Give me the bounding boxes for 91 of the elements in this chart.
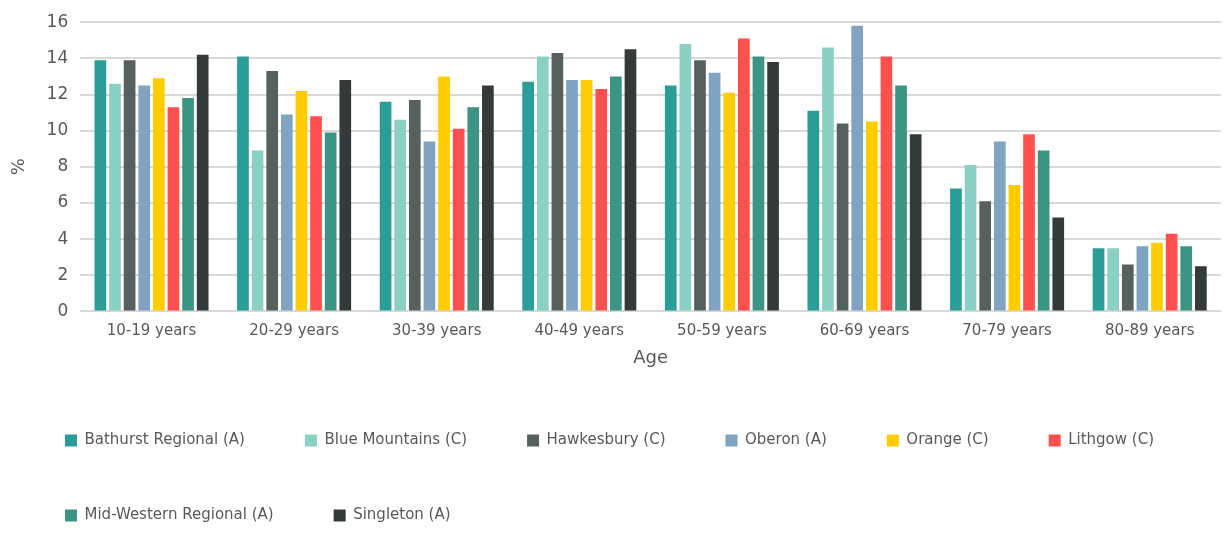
y-tick-label: 4 (57, 227, 69, 248)
y-tick-label: 10 (46, 119, 69, 140)
bar (1107, 248, 1120, 311)
x-axis-title: Age (633, 345, 669, 367)
y-tick-label: 14 (46, 46, 69, 67)
bar (152, 78, 165, 311)
bar (339, 80, 352, 311)
bar (1121, 264, 1134, 311)
bar (1195, 266, 1207, 311)
bar (379, 101, 392, 311)
y-tick-label: 16 (46, 10, 69, 31)
bar (266, 71, 279, 311)
bar (880, 56, 893, 311)
x-tick-label: 30-39 years (391, 321, 482, 340)
x-tick-label: 50-59 years (677, 321, 767, 340)
bar (979, 201, 992, 311)
bar (94, 60, 107, 311)
y-tick-label: 6 (57, 191, 69, 212)
legend-label: Blue Mountains (C) (324, 430, 468, 449)
bar (566, 80, 578, 311)
legend-label: Hawkesbury (C) (546, 430, 666, 449)
legend-label: Mid-Western Regional (A) (84, 505, 274, 524)
legend-label: Orange (C) (906, 430, 989, 449)
bar (595, 89, 608, 311)
bar (536, 56, 549, 311)
bar (1180, 246, 1193, 311)
bar (836, 123, 849, 311)
bar (182, 98, 194, 311)
bar (196, 54, 209, 311)
bar (822, 47, 834, 311)
bar (408, 99, 421, 311)
x-tick-label: 80-89 years (1104, 321, 1195, 340)
bar (467, 107, 480, 311)
y-tick-label: 0 (57, 299, 69, 320)
bar (167, 107, 180, 311)
bar (1052, 217, 1065, 311)
bar (452, 128, 465, 311)
bar (1008, 184, 1021, 311)
bar (737, 38, 750, 311)
y-tick-label: 12 (46, 82, 69, 103)
bar (1092, 248, 1105, 311)
x-tick-label: 40-49 years (534, 321, 625, 340)
bar (324, 132, 337, 311)
bar (482, 85, 494, 311)
bar (909, 134, 922, 311)
bar (694, 60, 706, 311)
bar (950, 188, 962, 311)
bar (610, 76, 622, 311)
bar (280, 114, 293, 311)
x-tick-label: 60-69 years (819, 321, 910, 340)
bar (251, 150, 264, 311)
bar (1151, 242, 1163, 311)
y-tick-label: 2 (57, 263, 69, 284)
bar (664, 85, 677, 311)
bar (522, 81, 535, 311)
bar (109, 83, 121, 311)
legend-label: Oberon (A) (745, 430, 827, 449)
bar (123, 60, 136, 311)
x-tick-label: 20-29 years (249, 321, 340, 340)
bar (865, 121, 878, 311)
legend-label: Singleton (A) (353, 505, 451, 524)
bar (551, 52, 564, 311)
bar (438, 76, 450, 311)
bar (138, 85, 151, 311)
bar (708, 72, 721, 311)
bar (394, 119, 407, 311)
y-axis-title: % (7, 158, 29, 176)
bar (1136, 246, 1149, 311)
bar (679, 43, 692, 311)
bar (993, 141, 1006, 311)
x-tick-label: 10-19 years (106, 321, 197, 340)
bar (807, 110, 820, 311)
y-tick-label: 8 (57, 155, 69, 176)
bar (624, 49, 637, 311)
bar (895, 85, 907, 311)
x-tick-label: 70-79 years (962, 321, 1053, 340)
bar (767, 61, 779, 311)
bar (1023, 134, 1035, 311)
legend-label: Lithgow (C) (1068, 430, 1155, 449)
bar (237, 56, 249, 311)
legend-label: Bathurst Regional (A) (84, 430, 245, 449)
bar (752, 56, 765, 311)
bar (964, 164, 977, 311)
bar (1037, 150, 1050, 311)
bar (295, 90, 308, 311)
bar (580, 80, 593, 311)
bar (1165, 233, 1178, 311)
bar (851, 25, 864, 311)
bar (723, 92, 736, 311)
bar (310, 116, 322, 311)
bar (423, 141, 436, 311)
